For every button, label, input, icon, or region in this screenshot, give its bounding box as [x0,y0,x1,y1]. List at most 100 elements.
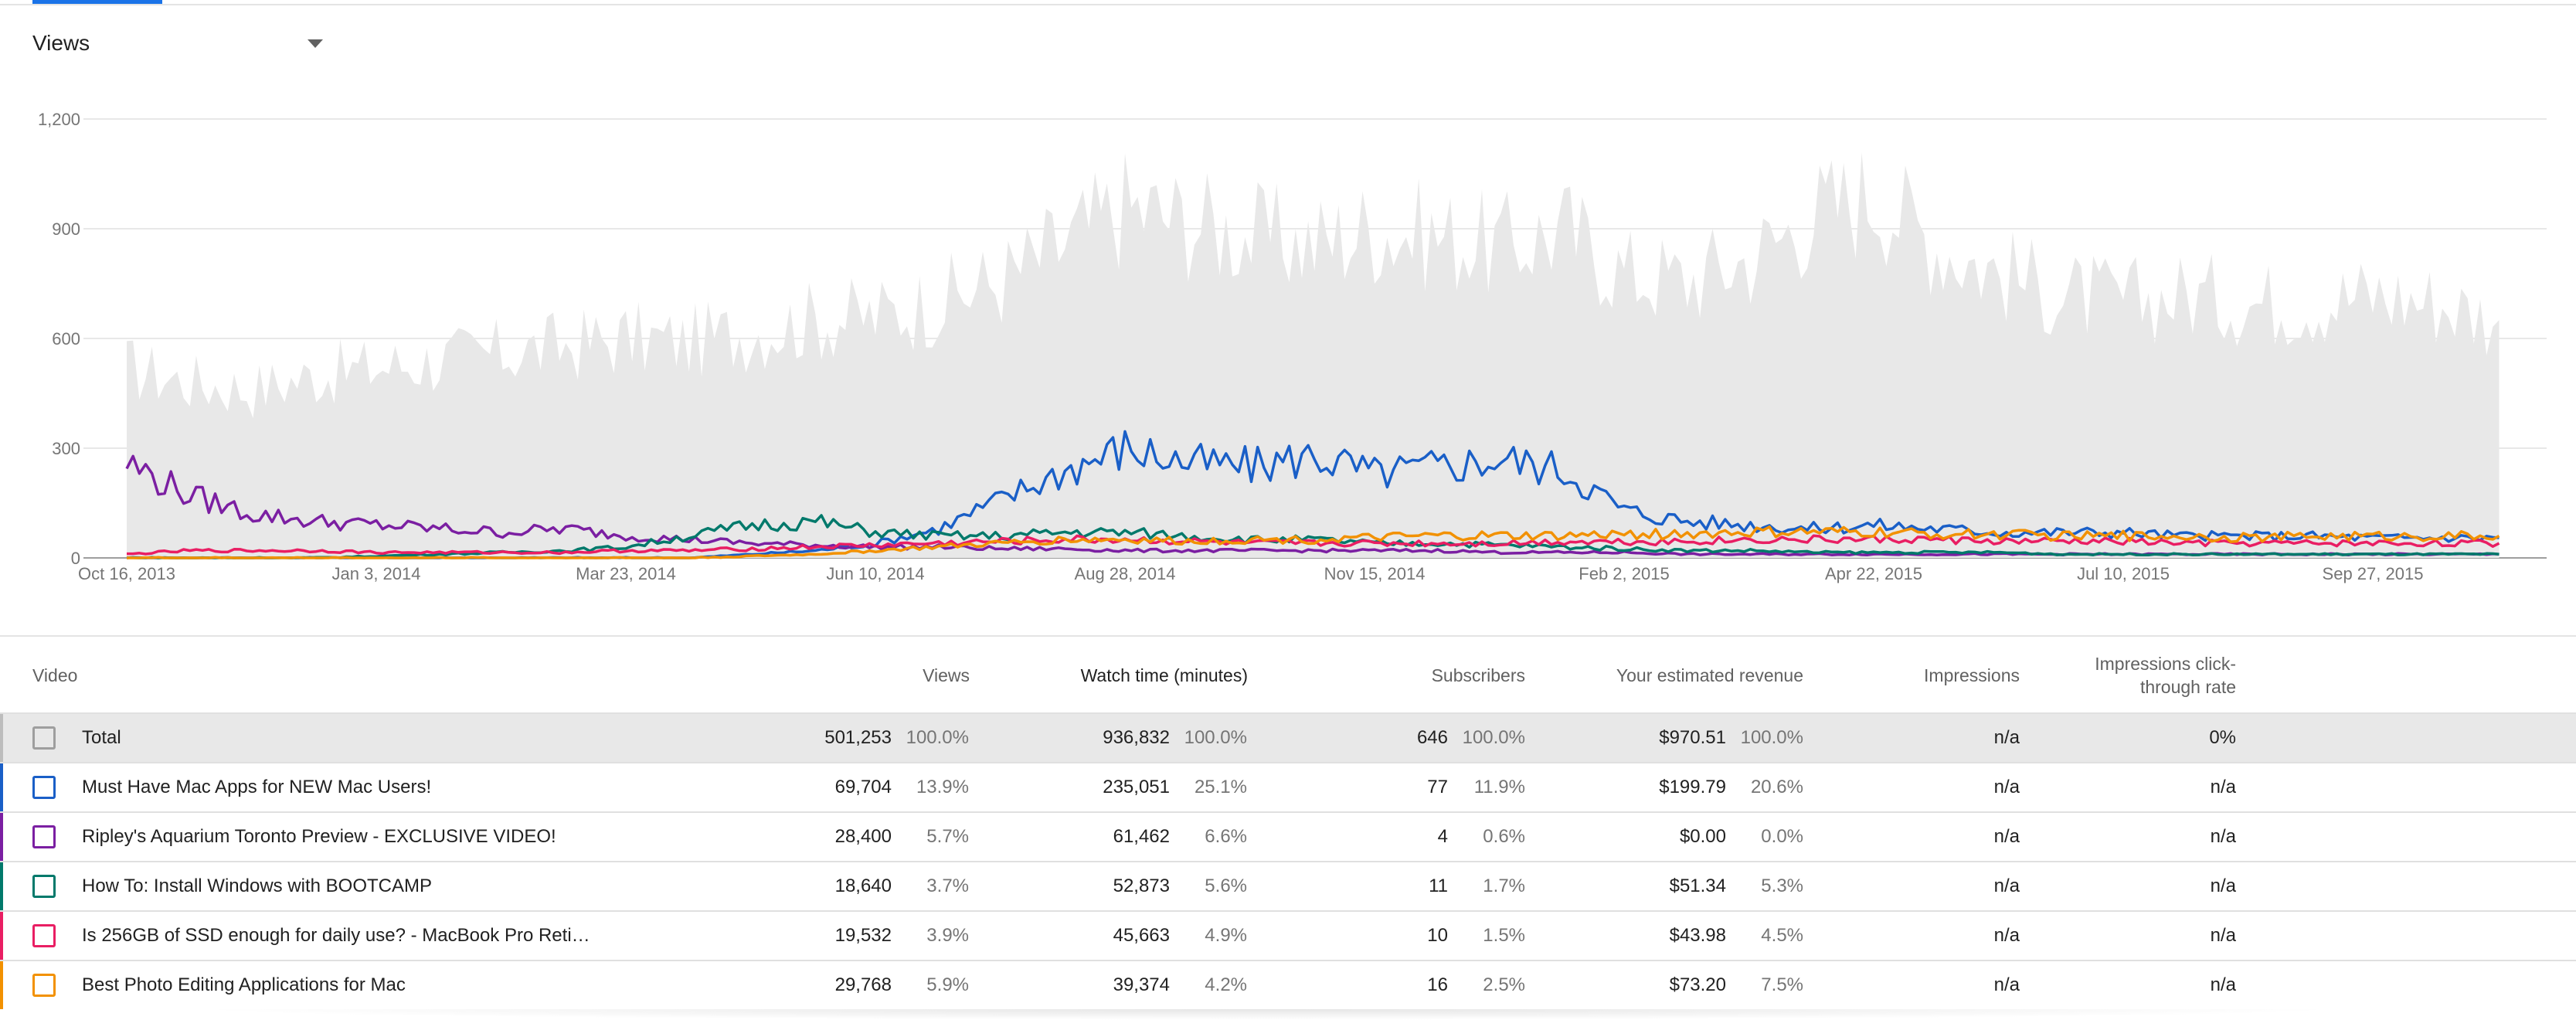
revenue-percent: 5.3% [1761,876,1803,896]
subscribers-percent: 0.6% [1483,826,1525,847]
watch-time-percent: 4.2% [1205,974,1247,995]
video-title[interactable]: Best Photo Editing Applications for Mac [82,974,406,995]
row-checkbox[interactable] [32,726,56,750]
views-chart[interactable]: 0 300 600 900 1,200 Oct 16, 2013 Jan 3, 2014 Ma… [0,77,2576,603]
total-views-area [127,152,2500,558]
header-impressions[interactable]: Impressions [1924,665,2020,685]
watch-time-percent: 25.1% [1194,777,1247,797]
watch-time-value: 235,051 [1103,777,1170,797]
views-value: 28,400 [834,826,892,847]
revenue-value: $43.98 [1669,925,1726,946]
header-revenue[interactable]: Your estimated revenue [1616,665,1803,685]
row-color-accent [0,862,3,910]
series-line [127,525,2500,559]
header-subscribers[interactable]: Subscribers [1431,665,1525,685]
watch-time-percent: 100.0% [1184,727,1247,748]
views-value: 501,253 [824,727,892,748]
video-title[interactable]: Must Have Mac Apps for NEW Mac Users! [82,777,432,797]
x-tick-label: Mar 23, 2014 [576,564,676,583]
revenue-percent: 0.0% [1761,826,1803,847]
row-color-accent [0,763,3,811]
row-checkbox[interactable] [32,974,56,997]
video-title[interactable]: Is 256GB of SSD enough for daily use? - … [82,925,590,946]
impressions-value: n/a [1993,876,2020,896]
impressions-value: n/a [1993,727,2020,748]
watch-time-value: 936,832 [1103,727,1170,748]
x-tick-label: Sep 27, 2015 [2323,564,2424,583]
table-row[interactable]: Must Have Mac Apps for NEW Mac Users! 69,… [0,762,2576,811]
views-value: 69,704 [834,777,892,797]
impressions-value: n/a [1993,777,2020,797]
x-tick-label: Apr 22, 2015 [1825,564,1922,583]
chevron-down-icon [308,39,323,48]
revenue-value: $51.34 [1669,876,1726,896]
revenue-value: $73.20 [1669,974,1726,995]
table-divider [0,635,2576,637]
ctr-value: n/a [2210,974,2236,995]
header-ctr-line2: through rate [2139,677,2236,697]
ctr-value: n/a [2210,876,2236,896]
y-tick-label: 1,200 [38,110,80,129]
header-ctr[interactable]: Impressions click- through rate [2040,638,2236,712]
row-checkbox[interactable] [32,825,56,848]
table-row[interactable]: Ripley's Aquarium Toronto Preview - EXCL… [0,811,2576,861]
row-checkbox[interactable] [32,875,56,898]
revenue-percent: 100.0% [1740,727,1803,748]
views-value: 29,768 [834,974,892,995]
row-color-accent [0,961,3,1009]
ctr-value: n/a [2210,925,2236,946]
x-tick-label: Jul 10, 2015 [2077,564,2170,583]
row-checkbox[interactable] [32,776,56,799]
views-value: 18,640 [834,876,892,896]
x-tick-label: Aug 28, 2014 [1075,564,1176,583]
metric-dropdown-label: Views [32,31,90,55]
header-views[interactable]: Views [923,665,970,685]
subscribers-percent: 1.7% [1483,876,1525,896]
table-row[interactable]: Best Photo Editing Applications for Mac 2… [0,960,2576,1009]
header-video[interactable]: Video [32,665,78,685]
series-line [127,534,2500,556]
revenue-percent: 20.6% [1750,777,1803,797]
subscribers-value: 4 [1437,826,1448,847]
revenue-value: $199.79 [1659,777,1726,797]
table-header: Video Views Watch time (minutes) Subscri… [0,638,2576,712]
row-color-accent [0,813,3,861]
impressions-value: n/a [1993,925,2020,946]
x-tick-label: Nov 15, 2014 [1324,564,1426,583]
video-title[interactable]: Ripley's Aquarium Toronto Preview - EXCL… [82,826,556,847]
table-row[interactable]: How To: Install Windows with BOOTCAMP 18,… [0,861,2576,910]
watch-time-value: 45,663 [1113,925,1170,946]
revenue-percent: 4.5% [1761,925,1803,946]
subscribers-value: 11 [1429,876,1448,896]
x-tick-label: Jun 10, 2014 [826,564,924,583]
watch-time-value: 61,462 [1113,826,1170,847]
table-row[interactable]: Is 256GB of SSD enough for daily use? - … [0,910,2576,960]
views-percent: 5.7% [926,826,969,847]
y-tick-label: 900 [52,219,80,239]
active-tab-indicator [32,0,162,4]
video-title[interactable]: Total [82,727,121,748]
row-checkbox[interactable] [32,924,56,947]
views-percent: 3.9% [926,925,969,946]
series-line [126,514,2500,559]
watch-time-value: 39,374 [1113,974,1170,995]
table-row-total[interactable]: Total 501,253 100.0% 936,832 100.0% 646 100.0%… [0,712,2576,762]
row-color-accent [0,912,3,960]
subscribers-percent: 11.9% [1473,777,1525,797]
watch-time-percent: 5.6% [1205,876,1247,896]
watch-time-percent: 4.9% [1205,925,1247,946]
subscribers-percent: 1.5% [1483,925,1525,946]
subscribers-percent: 2.5% [1483,974,1525,995]
impressions-value: n/a [1993,974,2020,995]
revenue-value: $970.51 [1659,727,1726,748]
revenue-value: $0.00 [1679,826,1726,847]
metric-dropdown[interactable]: Views [32,22,326,65]
header-watch-time[interactable]: Watch time (minutes) [1080,665,1248,685]
subscribers-value: 16 [1427,974,1448,995]
views-percent: 13.9% [916,777,969,797]
x-tick-label: Oct 16, 2013 [78,564,175,583]
impressions-value: n/a [1993,826,2020,847]
subscribers-value: 10 [1427,925,1448,946]
video-title[interactable]: How To: Install Windows with BOOTCAMP [82,876,433,896]
views-percent: 5.9% [926,974,969,995]
